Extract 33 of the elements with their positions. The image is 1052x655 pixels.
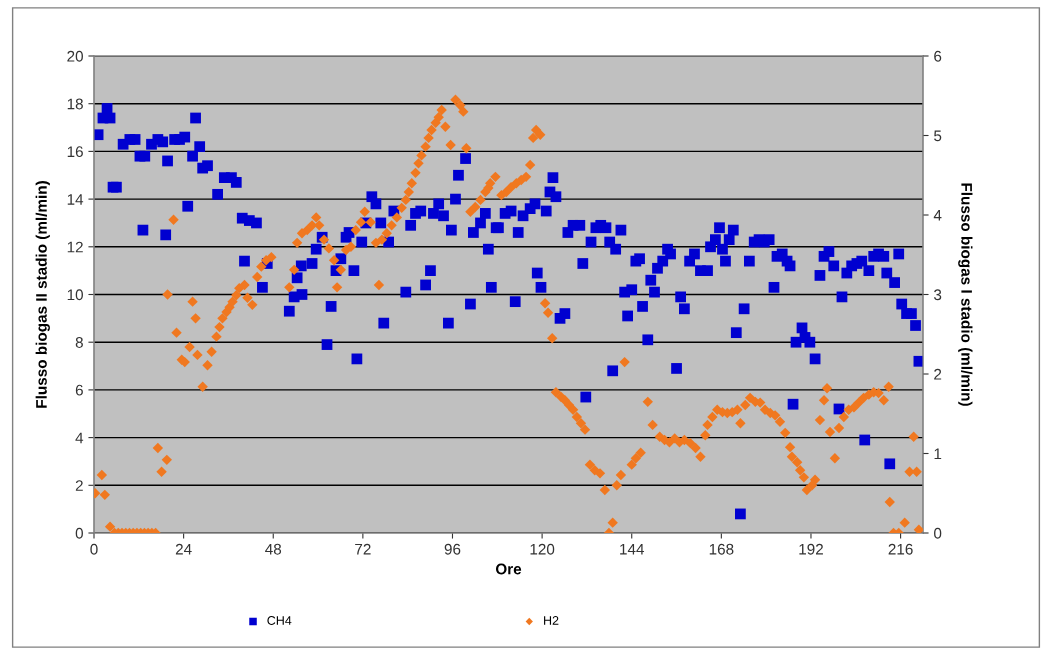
y2-tick-label: 5: [934, 130, 942, 142]
y-axis-title: Flusso biogas II stadio (ml/min): [35, 181, 50, 408]
y-tick-label: 4: [75, 432, 84, 444]
x-tick-label: 96: [444, 543, 461, 555]
y-tick-label: 10: [67, 289, 83, 301]
y2-tick-label: 1: [934, 448, 942, 460]
y2-tick-label: 3: [934, 289, 942, 301]
x-tick-label: 144: [620, 543, 645, 555]
y-tick-label: 0: [75, 527, 83, 539]
x-tick-label: 48: [265, 543, 282, 555]
y-tick-label: 14: [67, 194, 84, 205]
y-tick-label: 6: [75, 384, 83, 396]
y2-tick-label: 4: [933, 210, 942, 221]
x-axis-title: Ore: [495, 563, 522, 575]
y2-axis-title: Flusso biogas I stadio (ml/min): [958, 183, 973, 406]
x-tick-label: 216: [888, 543, 913, 555]
y-tick-label: 8: [75, 337, 83, 348]
y-tick-label: 16: [67, 146, 83, 158]
y-tick-label: 18: [67, 98, 83, 110]
x-tick-label: 0: [90, 543, 98, 555]
legend-label: H2: [544, 616, 559, 625]
y2-tick-label: 2: [934, 368, 942, 380]
y2-tick-label: 6: [934, 50, 942, 62]
y-tick-label: 12: [67, 241, 83, 253]
x-tick-label: 120: [530, 543, 555, 555]
x-tick-label: 24: [175, 543, 192, 555]
y-tick-label: 2: [75, 480, 83, 491]
x-tick-label: 168: [709, 543, 734, 555]
y2-tick-label: 0: [934, 527, 942, 539]
legend-label: CH4: [267, 616, 292, 625]
x-tick-label: 72: [355, 543, 371, 555]
y-tick-label: 20: [67, 50, 83, 62]
x-tick-label: 192: [799, 543, 823, 555]
